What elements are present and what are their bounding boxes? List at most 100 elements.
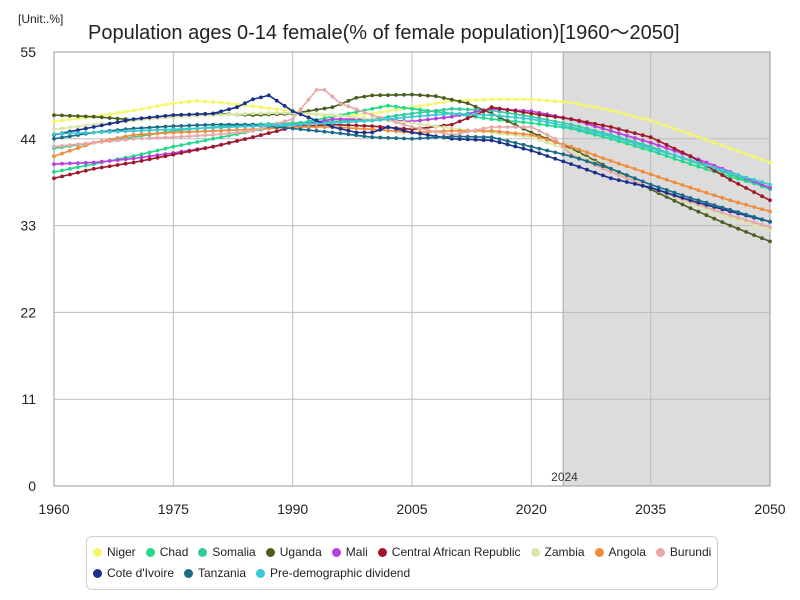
data-point	[593, 170, 597, 175]
data-point	[99, 130, 104, 135]
data-point	[171, 124, 176, 129]
legend-item: Uganda	[265, 545, 322, 559]
data-point	[410, 111, 414, 116]
data-point	[378, 93, 383, 98]
legend-label: Tanzania	[198, 566, 247, 580]
data-point	[386, 93, 390, 97]
legend-item: Burundi	[655, 545, 711, 559]
data-point	[282, 104, 287, 108]
data-point	[529, 133, 534, 137]
data-point	[720, 205, 725, 210]
legend-item: Angola	[594, 545, 646, 559]
data-point	[354, 119, 359, 124]
data-point	[505, 130, 510, 135]
data-point	[52, 144, 56, 149]
data-point	[418, 131, 422, 136]
data-point	[211, 125, 216, 130]
data-point	[354, 123, 359, 128]
data-point	[632, 167, 637, 171]
legend-item: Cote d'Ivoire	[93, 566, 174, 580]
data-point	[386, 136, 390, 140]
data-point	[115, 129, 120, 134]
data-point	[282, 123, 287, 127]
data-point	[521, 97, 526, 102]
data-point	[640, 179, 645, 184]
data-point	[394, 107, 398, 112]
data-point	[553, 115, 558, 119]
data-point	[386, 109, 390, 113]
data-point	[330, 94, 335, 99]
data-point	[147, 136, 152, 141]
x-tick-label: 2020	[516, 501, 547, 517]
data-point	[569, 125, 573, 129]
data-point	[720, 173, 725, 178]
data-point	[131, 117, 136, 121]
data-point	[553, 99, 558, 104]
data-point	[290, 122, 295, 127]
data-point	[752, 215, 756, 219]
data-point	[489, 97, 494, 102]
data-point	[115, 120, 120, 125]
data-point	[457, 107, 462, 111]
x-tick-label: 2035	[635, 501, 666, 517]
data-point	[648, 118, 653, 123]
data-point	[52, 176, 56, 181]
data-point	[593, 130, 597, 135]
data-point	[505, 142, 510, 147]
data-point	[553, 143, 558, 148]
data-point	[179, 112, 184, 117]
data-point	[68, 143, 72, 148]
data-point	[52, 136, 56, 141]
data-point	[68, 161, 72, 166]
data-point	[410, 121, 414, 125]
data-point	[99, 140, 104, 144]
data-point	[346, 126, 351, 130]
data-point	[553, 136, 558, 141]
chart-title: Population ages 0-14 female(% of female …	[88, 22, 680, 44]
data-point	[704, 160, 709, 165]
data-point	[577, 156, 581, 161]
data-point	[378, 124, 383, 129]
data-point	[609, 125, 613, 129]
data-point	[354, 107, 359, 112]
data-point	[76, 146, 80, 151]
data-point	[688, 196, 693, 200]
data-point	[569, 148, 573, 153]
data-point	[434, 101, 438, 106]
data-point	[251, 104, 255, 109]
data-point	[131, 156, 136, 161]
data-point	[768, 219, 772, 224]
data-point	[91, 114, 96, 119]
data-point	[672, 156, 677, 161]
data-point	[624, 176, 629, 181]
data-point	[274, 98, 279, 103]
data-point	[131, 133, 136, 137]
data-point	[139, 128, 144, 133]
data-point	[402, 92, 406, 97]
data-point	[243, 101, 247, 106]
data-point	[656, 175, 661, 179]
data-point	[664, 151, 669, 155]
data-point	[219, 142, 224, 147]
legend-swatch	[184, 569, 193, 578]
data-point	[616, 131, 621, 136]
data-point	[290, 117, 295, 121]
data-point	[513, 131, 518, 136]
data-point	[768, 225, 772, 230]
data-point	[338, 126, 343, 131]
legend-label: Zambia	[544, 545, 585, 559]
data-point	[91, 140, 96, 145]
data-point	[426, 109, 430, 114]
data-point	[290, 109, 295, 114]
data-point	[760, 222, 764, 227]
data-point	[68, 134, 72, 139]
data-point	[688, 158, 693, 163]
data-point	[378, 135, 383, 140]
data-point	[211, 111, 216, 116]
data-point	[83, 114, 88, 119]
data-point	[441, 131, 446, 136]
data-point	[187, 99, 192, 104]
data-point	[227, 125, 231, 129]
data-point	[187, 123, 192, 128]
data-point	[171, 101, 176, 106]
